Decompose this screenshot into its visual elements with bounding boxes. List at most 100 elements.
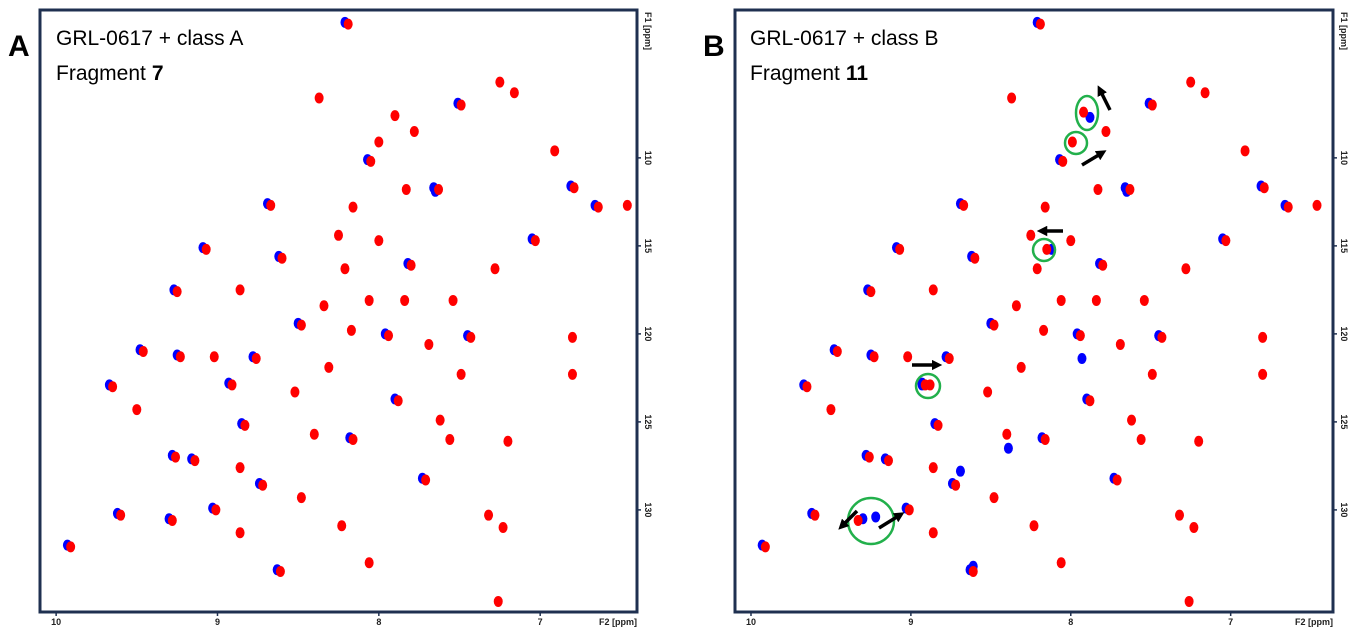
y-tick-label: 130 bbox=[1339, 502, 1349, 517]
peak bbox=[903, 351, 913, 363]
peak bbox=[1258, 331, 1268, 343]
peak bbox=[348, 201, 358, 213]
panel: 10 9 8 7 110 115 120 125 130 F2 [ppm] F1 [ppm] B GRL… bbox=[703, 8, 1349, 627]
peak bbox=[951, 479, 961, 491]
peak bbox=[989, 492, 999, 504]
peak bbox=[1147, 99, 1157, 111]
frame bbox=[733, 8, 1335, 614]
peak bbox=[1011, 300, 1021, 312]
peak bbox=[1093, 184, 1103, 196]
peak bbox=[1066, 235, 1076, 247]
peak bbox=[1016, 361, 1026, 373]
peak bbox=[1067, 136, 1077, 148]
panel-letter: B bbox=[703, 30, 725, 63]
peak bbox=[401, 184, 411, 196]
peak bbox=[266, 199, 276, 211]
peak bbox=[258, 479, 268, 491]
peak bbox=[1221, 235, 1231, 247]
y-axis-label: F1 [ppm] bbox=[643, 12, 653, 50]
peak bbox=[456, 368, 466, 380]
y-tick-label: 120 bbox=[643, 326, 653, 341]
peak bbox=[484, 509, 494, 521]
peak bbox=[1056, 294, 1066, 306]
x-tick-label: 7 bbox=[538, 617, 543, 627]
peak bbox=[275, 566, 285, 578]
peak bbox=[364, 294, 374, 306]
panel-subtitle: Fragment 11 bbox=[750, 62, 868, 85]
peak bbox=[409, 125, 419, 137]
peak bbox=[983, 386, 993, 398]
peak bbox=[1125, 184, 1135, 196]
peak bbox=[1283, 201, 1293, 213]
peak bbox=[296, 492, 306, 504]
x-axis-label: F2 [ppm] bbox=[1295, 617, 1333, 627]
peak bbox=[1184, 595, 1194, 607]
arrow bbox=[878, 512, 905, 530]
peak bbox=[406, 259, 416, 271]
peak bbox=[1039, 324, 1049, 336]
peak bbox=[175, 351, 185, 363]
peak bbox=[853, 514, 863, 526]
y-tick-label: 125 bbox=[1339, 414, 1349, 429]
y-tick-label: 115 bbox=[1339, 239, 1349, 254]
peak bbox=[66, 541, 76, 553]
peak bbox=[1058, 155, 1068, 167]
peak bbox=[989, 319, 999, 331]
peak bbox=[493, 595, 503, 607]
peak bbox=[319, 300, 329, 312]
peak bbox=[904, 504, 914, 516]
peak bbox=[456, 99, 466, 111]
y-tick-label: 130 bbox=[643, 502, 653, 517]
peak bbox=[1085, 395, 1095, 407]
annotations bbox=[838, 85, 1112, 546]
peak bbox=[1189, 522, 1199, 534]
peak bbox=[883, 455, 893, 467]
peak bbox=[895, 243, 905, 255]
peak bbox=[434, 184, 444, 196]
highlight-circle bbox=[1031, 237, 1057, 263]
y-tick-label: 115 bbox=[643, 239, 653, 254]
x-tick-label: 8 bbox=[1068, 617, 1073, 627]
peak bbox=[810, 509, 820, 521]
peak bbox=[190, 455, 200, 467]
peak bbox=[1026, 229, 1036, 241]
peak bbox=[424, 338, 434, 350]
peak bbox=[1079, 106, 1089, 118]
peak bbox=[1115, 338, 1125, 350]
peak bbox=[1186, 76, 1196, 88]
peak bbox=[314, 92, 324, 104]
arrow bbox=[1081, 150, 1107, 167]
peak bbox=[1127, 414, 1137, 426]
peak bbox=[211, 504, 221, 516]
y-axis-label: F1 [ppm] bbox=[1339, 12, 1349, 50]
subtitle-number: 7 bbox=[152, 62, 164, 85]
peak bbox=[343, 18, 353, 30]
peak bbox=[955, 465, 965, 477]
peak bbox=[251, 353, 261, 365]
peak bbox=[466, 331, 476, 343]
peak bbox=[925, 379, 935, 391]
peak bbox=[116, 509, 126, 521]
peak bbox=[235, 284, 245, 296]
peak bbox=[167, 514, 177, 526]
peak bbox=[324, 361, 334, 373]
peak bbox=[1035, 18, 1045, 30]
peak bbox=[1098, 259, 1108, 271]
peak bbox=[400, 294, 410, 306]
peak bbox=[309, 428, 319, 440]
peak bbox=[172, 286, 182, 298]
peak bbox=[593, 201, 603, 213]
peak bbox=[209, 351, 219, 363]
peak bbox=[1175, 509, 1185, 521]
peak bbox=[826, 404, 836, 416]
y-tick-label: 120 bbox=[1339, 326, 1349, 341]
x-tick-label: 10 bbox=[51, 617, 61, 627]
y-tick-label: 125 bbox=[643, 414, 653, 429]
peak bbox=[832, 345, 842, 357]
peak bbox=[866, 286, 876, 298]
peak bbox=[530, 235, 540, 247]
x-tick-label: 7 bbox=[1228, 617, 1233, 627]
panel-subtitle: Fragment 7 bbox=[56, 62, 164, 85]
subtitle-text: Fragment bbox=[750, 62, 840, 85]
peak bbox=[108, 381, 118, 393]
